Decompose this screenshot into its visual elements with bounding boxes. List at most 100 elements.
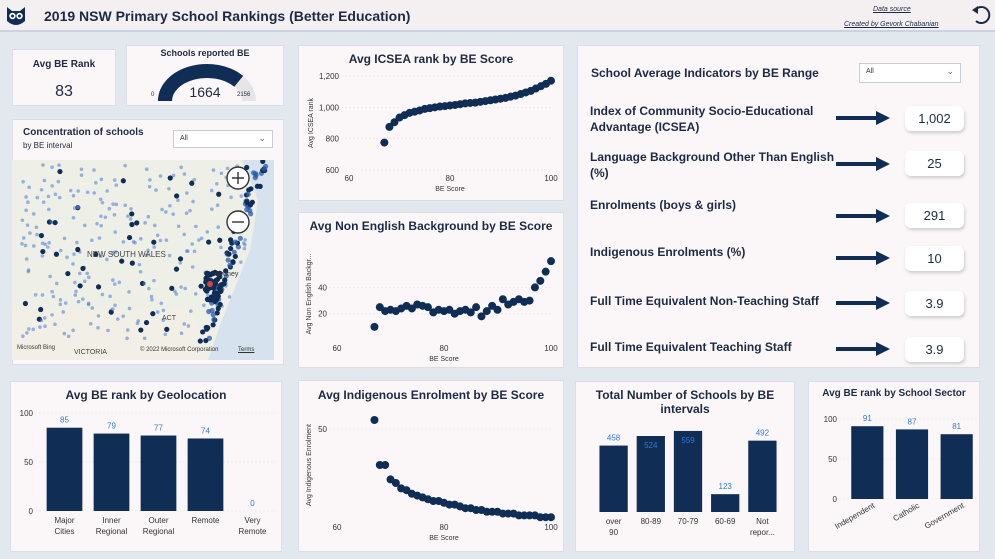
school-dot [111,202,115,206]
school-dot [126,234,133,241]
chart-title: Avg Non English Background by BE Score [309,219,553,233]
scatter-point [381,461,390,469]
school-dot [150,311,156,317]
map-terms-link[interactable]: Terms [238,347,255,353]
scatter-point [472,303,481,312]
data-source-link[interactable]: Data source [873,6,911,13]
school-dot [161,318,166,323]
school-dot [28,231,32,235]
school-dot [40,254,45,258]
school-dot [149,294,154,299]
school-dot [164,238,169,242]
school-dot [219,171,224,176]
x-tick-label: 80 [446,174,455,183]
x-tick-label: 80 [440,523,449,532]
school-dot [190,242,194,246]
school-dot [114,183,119,187]
x-tick-label: Major [54,516,74,525]
indicator-label-icsea: Index of Community Socio-Educational Adv… [590,104,814,134]
school-dot [53,322,57,327]
back-arrow-icon[interactable] [970,4,992,26]
school-dot [231,249,237,255]
indigenous-scatter-panel: Avg Indigenous Enrolment by BE Score 60 8… [298,380,564,552]
bar [46,427,83,511]
school-dot [164,210,168,214]
x-tick-label: 60-69 [715,517,736,526]
school-dot [21,334,25,339]
school-dot [24,195,28,199]
school-dot [147,184,152,189]
data-label: 524 [644,441,658,450]
school-dot [125,336,129,341]
x-tick-label: 80-89 [641,517,662,526]
school-dot [54,281,59,286]
school-dot [111,278,115,282]
kpi-avg-be-rank: Avg BE Rank 83 [12,49,116,106]
school-dot [33,292,38,297]
school-dot [205,230,210,234]
school-dot [40,241,45,246]
school-dot [45,245,50,249]
bar [93,433,130,511]
data-label: 492 [756,429,770,438]
school-dot [27,185,31,190]
school-dot [217,270,223,277]
school-dot [24,208,28,213]
map-subtitle: by BE interval [23,141,73,150]
y-tick-label: 40 [318,283,327,292]
zoom-out-icon[interactable] [225,209,251,235]
scatter-point [547,513,555,522]
be-interval-dropdown[interactable]: All ⌄ [173,130,273,148]
school-dot [183,286,188,291]
created-by-link[interactable]: Created by Gevork Chabanian [844,21,939,28]
school-dot [38,232,45,239]
school-dot [217,301,223,308]
x-tick-label: 100 [544,344,558,353]
map-label-nsw: NEW SOUTH WALES [87,250,166,259]
scatter-point [482,307,491,316]
school-dot [160,207,164,212]
school-dot [125,214,130,218]
y-tick-label: 100 [20,409,34,418]
bar [636,436,665,512]
school-dot [74,289,78,294]
school-dot [227,295,232,299]
x-tick-label: over [606,517,622,526]
school-dot [229,195,233,200]
page-title: 2019 NSW Primary School Rankings (Better… [44,8,411,24]
bar [711,494,740,512]
be-range-dropdown[interactable]: All ⌄ [859,63,961,83]
x-tick-label: 80 [440,344,449,353]
indicator-label-non-teaching: Full Time Equivalent Non-Teaching Staff [590,294,819,308]
scatter-point [536,276,545,285]
indicator-value-indigenous: 10 [905,246,964,271]
school-dot [142,336,147,341]
indicator-value-enrolments: 291 [905,203,964,228]
y-axis-label: Avg ICSEA rank [308,97,315,148]
school-dot [62,331,67,336]
school-dot [164,326,170,332]
school-dot [52,219,58,226]
school-dot [203,337,209,344]
x-tick-label: 90 [609,528,618,537]
school-dot [171,212,175,216]
zoom-in-icon[interactable] [225,165,251,191]
school-dot [73,280,77,285]
scatter-point [541,267,550,276]
school-dot [223,273,229,279]
school-dot [257,183,263,189]
bar [940,434,973,499]
school-dot [248,211,254,217]
school-dot [71,215,76,220]
y-tick-label: 20 [318,310,327,319]
arrow-right-icon [836,157,890,171]
school-dot [113,303,117,308]
school-dot [113,250,118,254]
school-dot [50,184,54,188]
x-tick-label: 100 [544,174,558,183]
school-map[interactable]: NEW SOUTH WALES Sydney ACT VICTORIA Micr… [12,160,274,360]
school-dot [23,243,28,248]
school-dot [82,223,87,228]
school-dot [35,195,40,200]
scatter-point [466,308,475,317]
